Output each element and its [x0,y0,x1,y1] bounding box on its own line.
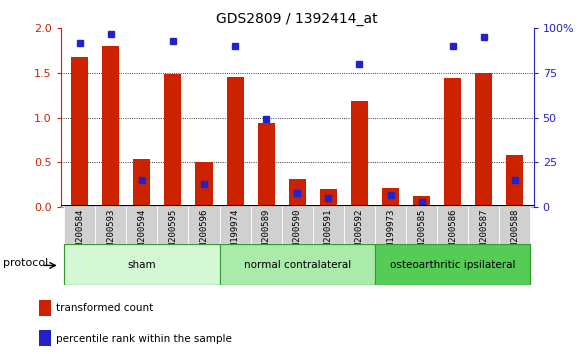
Text: GSM200591: GSM200591 [324,209,333,257]
Bar [351,101,368,207]
Text: GSM199973: GSM199973 [386,209,395,257]
Bar [499,205,531,246]
Bar [227,78,244,207]
Text: osteoarthritic ipsilateral: osteoarthritic ipsilateral [390,259,516,270]
Text: normal contralateral: normal contralateral [244,259,351,270]
Bar [64,244,219,285]
Bar [219,205,251,246]
Bar [313,205,344,246]
Bar [289,179,306,207]
Text: GSM200593: GSM200593 [106,209,115,257]
Bar [39,330,51,346]
Bar [375,205,406,246]
Bar [382,188,399,207]
Text: GSM200592: GSM200592 [355,209,364,257]
Bar [258,123,275,207]
Text: GSM200586: GSM200586 [448,209,457,257]
Text: GSM200594: GSM200594 [137,209,146,257]
Text: GSM200584: GSM200584 [75,209,84,257]
Bar [164,74,182,207]
Text: percentile rank within the sample: percentile rank within the sample [56,334,232,344]
Bar [188,205,219,246]
Bar [444,78,461,207]
Text: GSM200590: GSM200590 [293,209,302,257]
Bar [506,155,524,207]
Bar [251,205,282,246]
Bar [102,46,119,207]
Title: GDS2809 / 1392414_at: GDS2809 / 1392414_at [216,12,378,26]
Bar [39,300,51,316]
Bar [475,73,492,207]
Bar [413,196,430,207]
Text: sham: sham [128,259,156,270]
Bar [375,244,531,285]
Bar [195,162,212,207]
Bar [320,189,337,207]
Bar [64,205,95,246]
Text: GSM200587: GSM200587 [479,209,488,257]
Text: transformed count: transformed count [56,303,153,313]
Bar [282,205,313,246]
Bar [71,57,88,207]
Text: GSM200588: GSM200588 [510,209,520,257]
Text: protocol: protocol [3,258,48,268]
Text: GSM200596: GSM200596 [200,209,208,257]
Bar [406,205,437,246]
Bar [344,205,375,246]
Bar [95,205,126,246]
Bar [133,159,150,207]
Bar [437,205,468,246]
Text: GSM200585: GSM200585 [417,209,426,257]
Bar [468,205,499,246]
Bar [126,205,157,246]
Text: GSM200595: GSM200595 [168,209,177,257]
Bar [157,205,188,246]
Text: GSM200589: GSM200589 [262,209,271,257]
Bar [219,244,375,285]
Text: GSM199974: GSM199974 [231,209,240,257]
